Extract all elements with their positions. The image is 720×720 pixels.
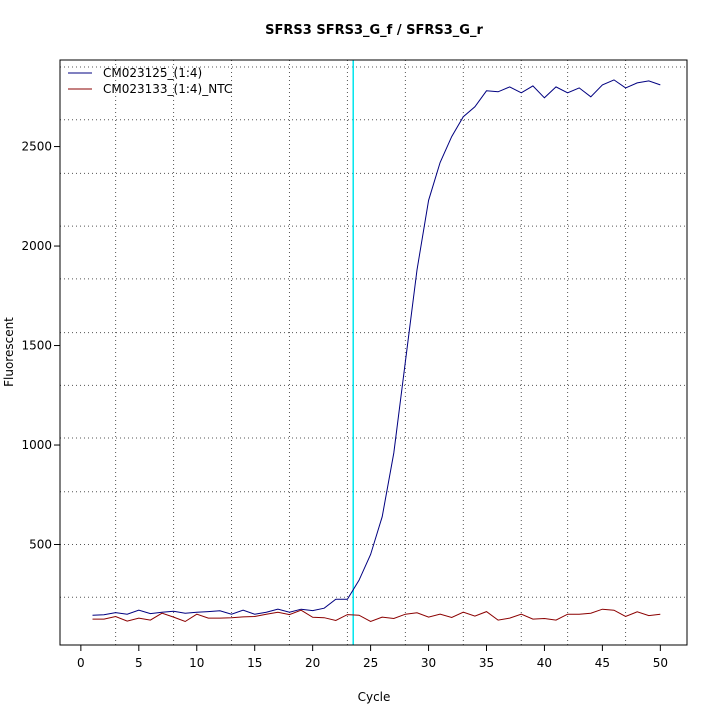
x-tick-label: 40: [537, 656, 552, 670]
x-tick-label: 5: [135, 656, 143, 670]
x-axis: 0 5 10 15 20 25 30 35 40 45 50: [77, 645, 668, 670]
series-line-1: [92, 79, 661, 616]
series-lines: [92, 79, 661, 623]
x-tick-label: 45: [595, 656, 610, 670]
x-tick-label: 50: [653, 656, 668, 670]
x-tick-label: 15: [247, 656, 262, 670]
x-tick-label: 20: [305, 656, 320, 670]
series-line-2: [92, 608, 661, 623]
x-tick-label: 0: [77, 656, 85, 670]
chart-title: SFRS3 SFRS3_G_f / SFRS3_G_r: [265, 23, 483, 38]
grid-lines: [60, 60, 687, 645]
legend: CM023125_(1:4) CM023133_(1:4)_NTC: [68, 66, 232, 96]
x-tick-label: 25: [363, 656, 378, 670]
x-axis-label: Cycle: [358, 690, 391, 704]
y-tick-label: 2000: [21, 239, 52, 253]
y-axis: 500 1000 1500 2000 2500: [21, 140, 60, 552]
legend-label: CM023133_(1:4)_NTC: [103, 82, 232, 96]
y-tick-label: 1500: [21, 339, 52, 353]
plot-frame: [59, 59, 688, 646]
y-tick-label: 1000: [21, 438, 52, 452]
y-tick-label: 2500: [21, 140, 52, 154]
x-tick-label: 10: [189, 656, 204, 670]
y-tick-label: 500: [29, 538, 52, 552]
legend-label: CM023125_(1:4): [103, 66, 202, 80]
x-tick-label: 35: [479, 656, 494, 670]
x-tick-label: 30: [421, 656, 436, 670]
y-axis-label: Fluorescent: [2, 317, 16, 387]
